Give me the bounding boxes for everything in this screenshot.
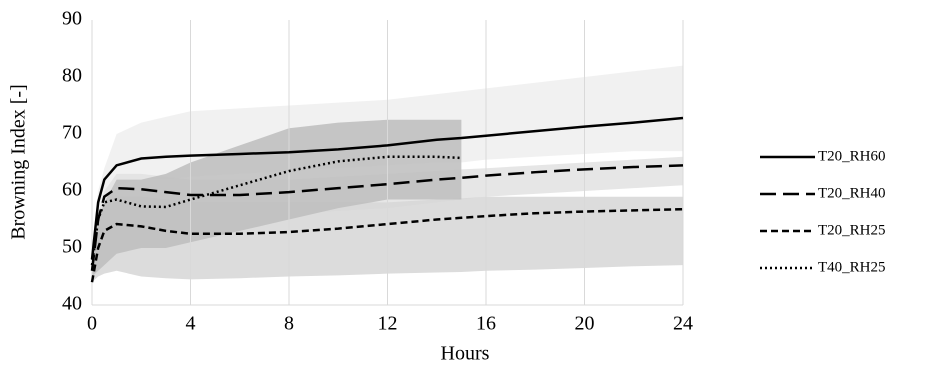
y-tick-label: 90 bbox=[62, 8, 82, 30]
y-tick-label: 40 bbox=[62, 293, 82, 315]
y-tick-label: 70 bbox=[62, 122, 82, 144]
legend-label: T40_RH25 bbox=[818, 259, 886, 275]
legend-label: T20_RH25 bbox=[818, 222, 886, 238]
y-tick-label: 80 bbox=[62, 65, 82, 87]
line bbox=[90, 164, 684, 271]
y-axis-label: Browning Index [-] bbox=[8, 84, 30, 240]
line bbox=[90, 207, 684, 283]
legend-label: T20_RH60 bbox=[818, 148, 886, 164]
x-tick-label: 24 bbox=[673, 313, 693, 335]
x-tick-label: 8 bbox=[284, 313, 294, 335]
x-tick-label: 4 bbox=[186, 313, 196, 335]
y-tick-label: 60 bbox=[62, 179, 82, 201]
x-tick-label: 20 bbox=[575, 313, 595, 335]
x-tick-label: 12 bbox=[378, 313, 398, 335]
legend-label: T20_RH40 bbox=[818, 185, 886, 201]
y-tick-label: 50 bbox=[62, 236, 82, 258]
x-tick-label: 16 bbox=[476, 313, 496, 335]
x-axis-label: Hours bbox=[441, 343, 490, 365]
x-tick-label: 0 bbox=[87, 313, 97, 335]
line bbox=[90, 116, 684, 260]
